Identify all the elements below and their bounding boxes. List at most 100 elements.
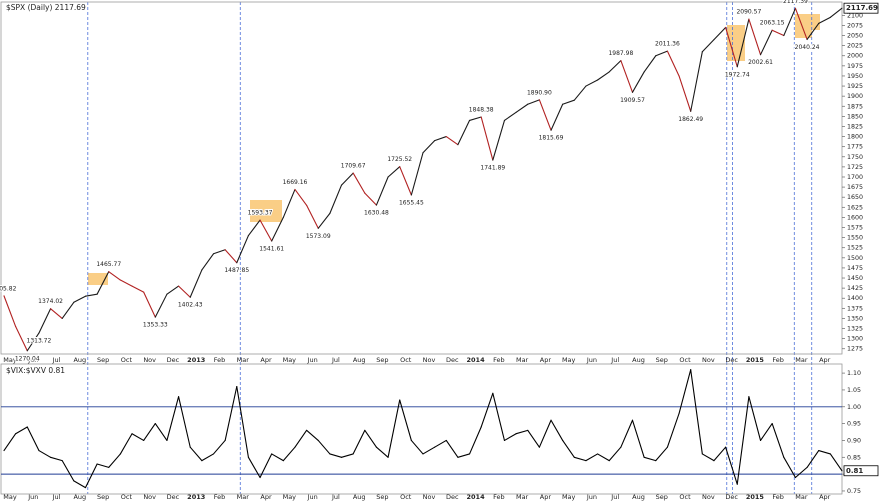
y-tick-label: 1425 [847, 285, 863, 292]
line-segment [247, 219, 261, 237]
line-segment [340, 172, 354, 186]
line-segment [15, 426, 28, 435]
line-segment [422, 140, 436, 154]
x-tick-label: Feb [214, 356, 226, 364]
x-tick-label: 2015 [746, 356, 765, 364]
x-tick-label: Aug [632, 493, 645, 501]
line-segment [119, 279, 133, 287]
y-tick-label: 1850 [847, 113, 863, 120]
line-segment [550, 103, 564, 131]
x-tick-label: Nov [423, 493, 436, 501]
x-tick-label: Dec [446, 356, 459, 364]
line-segment [259, 453, 273, 479]
line-segment [666, 50, 680, 77]
line-segment [678, 75, 692, 112]
data-label: 1669.16 [283, 179, 308, 186]
x-tick-label: Oct [121, 356, 133, 364]
data-label: 2040.24 [795, 44, 820, 51]
line-segment [759, 423, 773, 442]
line-segment [794, 466, 808, 479]
x-tick-label: 2015 [746, 493, 765, 501]
line-segment [61, 460, 75, 482]
line-segment [189, 446, 203, 462]
line-segment [294, 188, 308, 206]
line-segment [620, 419, 634, 448]
line-segment [434, 439, 447, 448]
line-segment [538, 419, 552, 448]
x-tick-label: 2013 [187, 356, 205, 364]
line-segment [759, 29, 773, 56]
line-segment [50, 308, 63, 319]
x-tick-label: Dec [725, 356, 738, 364]
last-value-box [843, 465, 879, 477]
data-label: 1630.48 [364, 210, 389, 217]
line-segment [166, 285, 180, 295]
line-segment [212, 439, 226, 455]
x-tick-label: Sep [97, 356, 109, 364]
line-segment [282, 188, 296, 218]
data-label: 1593.37 [248, 210, 273, 217]
data-label: 1541.61 [259, 246, 284, 253]
x-tick-label: 2014 [467, 493, 486, 501]
line-segment [503, 433, 517, 442]
line-segment [457, 453, 471, 458]
line-segment [794, 7, 808, 41]
line-segment [15, 325, 28, 352]
line-segment [492, 392, 506, 442]
line-segment [26, 426, 40, 452]
line-segment [748, 18, 762, 56]
x-tick-label: Aug [353, 493, 366, 501]
line-segment [666, 412, 680, 448]
x-tick-label: Jul [331, 356, 340, 364]
y-tick-label: 1675 [847, 184, 863, 191]
x-tick-label: Feb [214, 493, 226, 501]
y-tick-label: 1700 [847, 174, 863, 181]
line-segment [329, 453, 343, 458]
line-segment [364, 192, 377, 206]
line-segment [725, 26, 738, 68]
line-segment [748, 396, 762, 442]
line-segment [690, 369, 703, 455]
line-segment [143, 291, 156, 318]
line-segment [375, 446, 389, 458]
line-segment [480, 392, 494, 428]
line-segment [317, 212, 331, 229]
y-tick-label: 1.10 [847, 370, 861, 377]
y-tick-label: 1725 [847, 164, 863, 171]
line-segment [131, 285, 145, 293]
y-tick-label: 1375 [847, 305, 863, 312]
panel-frame [0, 1, 843, 355]
line-segment [631, 419, 645, 458]
y-tick-label: 1450 [847, 275, 863, 282]
line-segment [50, 456, 63, 462]
line-segment [806, 22, 820, 41]
data-label: 1353.33 [143, 322, 168, 329]
x-tick-label: Jun [307, 356, 318, 364]
line-segment [445, 439, 459, 458]
x-tick-label: Sep [656, 356, 668, 364]
y-tick-label: 0.90 [847, 437, 861, 444]
x-tick-label: May [283, 493, 297, 501]
x-tick-label: Mar [237, 493, 250, 501]
line-segment [515, 103, 529, 113]
line-segment [562, 439, 575, 458]
x-tick-label: Mar [795, 493, 808, 501]
line-segment [550, 419, 564, 442]
x-tick-label: Dec [725, 493, 738, 501]
line-segment [492, 119, 506, 161]
line-segment [166, 396, 180, 442]
line-segment [306, 429, 319, 442]
y-tick-label: 1275 [847, 346, 863, 353]
y-tick-label: 1400 [847, 295, 863, 302]
x-tick-label: May [562, 356, 576, 364]
x-tick-label: Feb [493, 356, 505, 364]
x-tick-label: Jul [52, 493, 61, 501]
data-label: 1655.45 [399, 199, 424, 206]
line-segment [201, 253, 215, 271]
x-tick-label: Jul [610, 356, 619, 364]
line-segment [806, 450, 820, 468]
x-tick-label: Jun [586, 356, 597, 364]
line-segment [119, 433, 133, 455]
